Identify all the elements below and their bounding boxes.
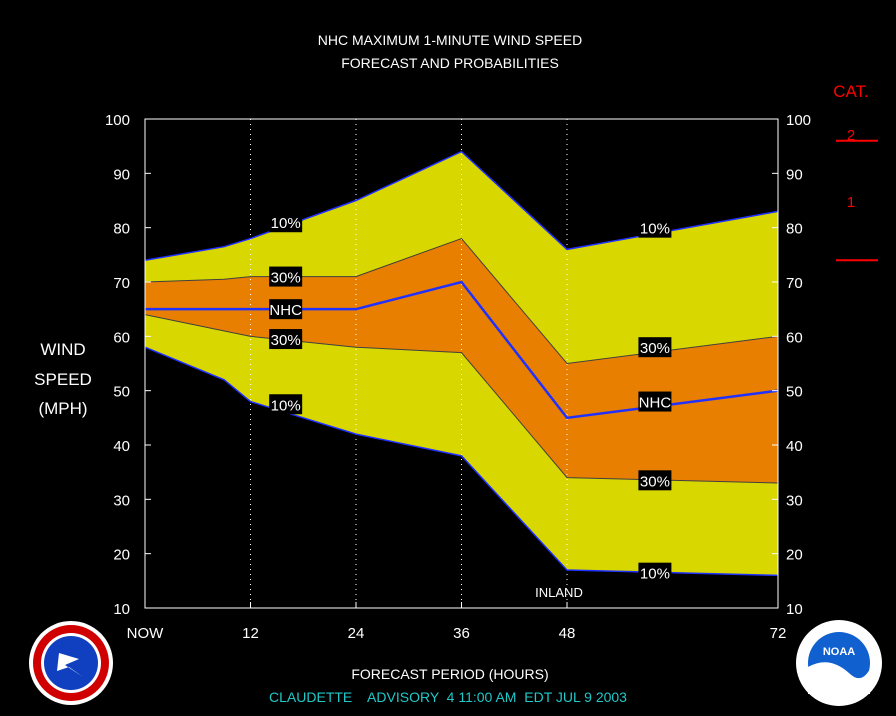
xtick-label-36: 36 [453, 625, 470, 642]
annotation-label-7: NHC [639, 395, 672, 412]
ytick-label-left-60: 60 [113, 329, 130, 346]
ytick-label-left-20: 20 [113, 547, 130, 564]
nws-logo [29, 621, 113, 705]
ytick-label-right-80: 80 [786, 221, 803, 238]
annotation-box-1 [269, 266, 303, 287]
annotation-label-4: 10% [271, 397, 301, 414]
xtick-label-48: 48 [559, 625, 576, 642]
x-axis-label: FORECAST PERIOD (HOURS) [351, 666, 548, 682]
annotation-box-2 [269, 299, 303, 320]
category-level-2: 2 [847, 127, 855, 144]
annotation-label-0: 10% [271, 215, 301, 232]
line-10-upper [144, 150, 779, 262]
ytick-label-left-10: 10 [113, 601, 130, 618]
y-axis-ticks: 10 10 20 20 30 30 40 40 50 50 60 60 70 70 80 80 90 90 100 1… [105, 112, 811, 618]
inland-label: INLAND [535, 585, 583, 600]
annotation-label-8: 30% [640, 473, 670, 490]
category-threshold-marks [836, 139, 878, 262]
svg-text:NOAA: NOAA [823, 646, 855, 658]
line-30-upper [144, 237, 779, 365]
annotation-label-3: 30% [271, 332, 301, 349]
annotation-label-5: 10% [640, 221, 670, 238]
annotation-label-2: NHC [269, 302, 302, 319]
y-axis-label-wind: WIND [40, 340, 85, 359]
xtick-label-24: 24 [348, 625, 365, 642]
ytick-label-right-90: 90 [786, 166, 803, 183]
x-axis-ticks: NOW 12 24 36 48 72 [127, 602, 787, 642]
noaa-logo: NOAA [796, 620, 882, 706]
ytick-label-right-10: 10 [786, 601, 803, 618]
ytick-label-right-20: 20 [786, 547, 803, 564]
y-axis-label-speed: SPEED [34, 370, 92, 389]
band-30-percent [145, 238, 778, 484]
ytick-label-left-70: 70 [113, 275, 130, 292]
ytick-label-left-90: 90 [113, 166, 130, 183]
annotation-box-7 [638, 391, 672, 412]
annotation-box-3 [269, 329, 303, 350]
category-level-1: 1 [847, 194, 855, 211]
xtick-label-12: 12 [242, 625, 259, 642]
annotation-box-5 [638, 217, 672, 238]
ytick-label-right-50: 50 [786, 384, 803, 401]
annotation-label-6: 30% [640, 340, 670, 357]
ytick-label-left-30: 30 [113, 492, 130, 509]
ytick-label-right-70: 70 [786, 275, 803, 292]
ytick-label-left-80: 80 [113, 221, 130, 238]
ytick-label-left-100: 100 [105, 112, 130, 129]
category-title: CAT. [833, 82, 869, 101]
annotation-label-9: 10% [640, 566, 670, 583]
annotation-box-4 [269, 394, 303, 415]
line-30-lower [144, 314, 779, 484]
line-nhc-forecast [145, 280, 779, 420]
annotation-box-6 [638, 337, 672, 358]
line-10-lower [144, 346, 779, 577]
chart-title-line1: NHC MAXIMUM 1-MINUTE WIND SPEED [318, 32, 582, 48]
band-annotations: 10% 30% NHC 30% 10% 10% 30% NHC 30% 10% [269, 212, 672, 583]
series-lines [144, 150, 779, 577]
annotation-box-9 [638, 562, 672, 583]
ytick-label-right-100: 100 [786, 112, 811, 129]
ytick-label-left-50: 50 [113, 384, 130, 401]
xtick-label-0: NOW [127, 625, 165, 642]
annotation-box-0 [269, 212, 303, 233]
advisory-footer: CLAUDETTE ADVISORY 4 11:00 AM EDT JUL 9 … [269, 689, 627, 705]
ytick-label-right-40: 40 [786, 438, 803, 455]
annotation-label-1: 30% [271, 270, 301, 287]
ytick-label-right-60: 60 [786, 329, 803, 346]
y-axis-label-unit: (MPH) [38, 399, 87, 418]
probability-bands [145, 151, 778, 576]
chart-title-line2: FORECAST AND PROBABILITIES [341, 55, 559, 71]
xtick-label-72: 72 [770, 625, 787, 642]
ytick-label-left-40: 40 [113, 438, 130, 455]
annotation-box-8 [638, 470, 672, 491]
ytick-label-right-30: 30 [786, 492, 803, 509]
